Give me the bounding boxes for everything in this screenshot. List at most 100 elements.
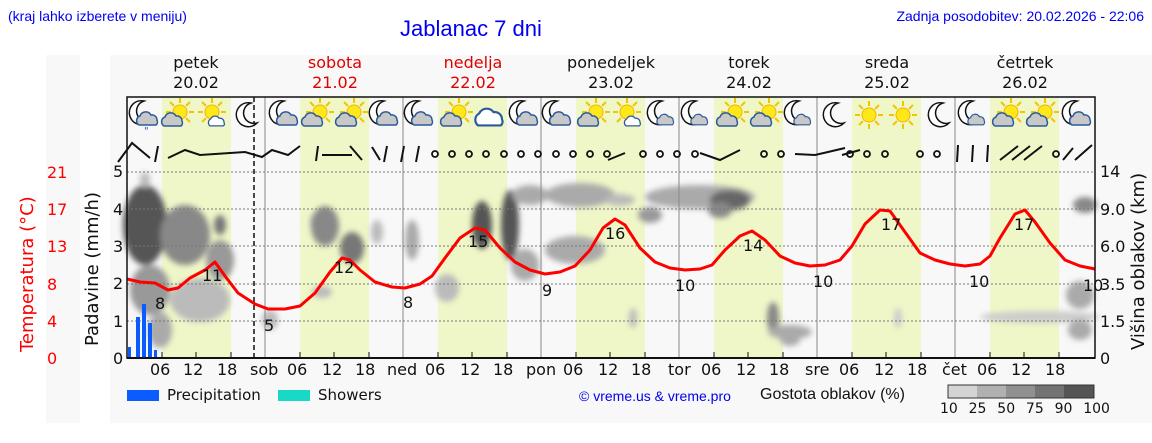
- x-tick: 18: [217, 360, 238, 379]
- density-tick: 10: [940, 401, 958, 417]
- cloud-density-scale: [947, 384, 1095, 399]
- weather-icons-row: ": [128, 97, 1092, 137]
- x-tick: čet: [942, 360, 967, 379]
- x-tick: 06: [977, 360, 998, 379]
- temp-label: 14: [743, 236, 764, 255]
- temp-label: 17: [881, 215, 902, 234]
- night-cloud-icon: [783, 99, 812, 126]
- showers-legend-label: Showers: [318, 386, 382, 404]
- temp-label: 11: [202, 266, 223, 285]
- day-header-mon: ponedeljek 23.02: [567, 53, 655, 92]
- cloud-density-ticks: 10 25 50 75 90 100: [940, 401, 1110, 417]
- sun-icon: [854, 100, 884, 130]
- temp-label: 10: [1083, 276, 1104, 295]
- temp-label: 16: [605, 224, 626, 243]
- precip-tick: 1: [113, 312, 124, 331]
- svg-text:": ": [144, 126, 149, 137]
- cloud-density-layer: [123, 172, 1100, 348]
- sun-cloud-icon: [612, 97, 642, 127]
- night-cloud-icon: [957, 99, 986, 126]
- copyright-link[interactable]: © vreme.us & vreme.pro: [579, 388, 731, 404]
- night-cloud-icon: [646, 99, 675, 126]
- cloud-density-title: Gostota oblakov (%): [760, 386, 905, 403]
- temp-axis-title: Temperatura (°C): [17, 196, 38, 352]
- last-update: Zadnja posodobitev: 20.02.2026 - 22:06: [896, 8, 1144, 24]
- density-tick: 50: [997, 401, 1016, 417]
- day-header-fri: petek 20.02: [173, 53, 219, 92]
- x-tick: 12: [1011, 360, 1032, 379]
- day-header-sat: sobota 21.02: [307, 53, 363, 92]
- cloud-height-tick: 1.5: [1100, 312, 1126, 331]
- cloud-height-tick: 9.0: [1100, 200, 1126, 219]
- x-tick: 06: [287, 360, 308, 379]
- night-cloud-icon: [508, 99, 539, 126]
- night-cloud-icon: [368, 99, 399, 126]
- temp-label: 12: [334, 258, 355, 277]
- night-cloud-icon: [268, 99, 299, 126]
- x-tick: 06: [150, 360, 171, 379]
- cloud-height-axis-title: Višina oblakov (km): [1128, 172, 1149, 350]
- precip-tick: 0: [113, 349, 124, 368]
- density-tick: 75: [1025, 401, 1044, 417]
- precip-tick: 2: [113, 274, 124, 293]
- x-tick: pon: [526, 360, 557, 379]
- page-title: Jablanac 7 dni: [400, 16, 542, 41]
- temp-label: 17: [1014, 215, 1035, 234]
- precip-axis-title: Padavine (mm/h): [82, 192, 103, 346]
- density-tick: 100: [1083, 401, 1110, 417]
- precipitation-legend-label: Precipitation: [167, 386, 261, 404]
- temp-label: 10: [969, 272, 990, 291]
- x-tick: 06: [839, 360, 860, 379]
- precipitation-swatch: [127, 390, 159, 401]
- hour-ticks: [161, 352, 1060, 358]
- cloud-height-tick: 0: [1100, 349, 1111, 368]
- temperature-line: [126, 208, 1096, 311]
- night-cloud-icon: [541, 99, 572, 126]
- temp-label: 9: [542, 281, 553, 300]
- density-tick: 25: [968, 401, 987, 417]
- temp-tick: 4: [47, 312, 58, 331]
- x-tick: 12: [598, 360, 619, 379]
- temp-tick: 13: [47, 237, 68, 256]
- gridlines: [127, 171, 1095, 322]
- sun-icon: [888, 100, 918, 130]
- precip-tick: 3: [113, 237, 124, 256]
- temp-label: 15: [468, 232, 489, 251]
- x-tick: 18: [355, 360, 376, 379]
- x-tick: 12: [736, 360, 757, 379]
- x-tick: 18: [907, 360, 928, 379]
- x-tick: sob: [250, 360, 279, 379]
- temp-tick: 0: [47, 349, 58, 368]
- x-tick: 06: [425, 360, 446, 379]
- x-tick: 06: [563, 360, 584, 379]
- showers-swatch: [278, 390, 310, 401]
- x-tick: 18: [631, 360, 652, 379]
- calm-wind-circles: [431, 150, 1060, 158]
- wind-barbs-row: [117, 141, 1093, 163]
- moon-icon: [927, 101, 950, 128]
- day-separators: [264, 97, 956, 358]
- density-tick: 90: [1054, 401, 1073, 417]
- cloud-height-tick: 14: [1100, 162, 1121, 181]
- day-header-thu: četrtek 26.02: [996, 53, 1054, 92]
- temp-label: 10: [813, 272, 834, 291]
- x-tick: 12: [460, 360, 481, 379]
- night-cloud-icon: [1061, 99, 1092, 126]
- night-cloud-icon: [680, 99, 709, 126]
- temp-label: 8: [155, 294, 166, 313]
- cloud-height-tick: 3.5: [1100, 275, 1126, 294]
- night-cloud-rain-icon: ": [128, 99, 159, 137]
- x-tick: 18: [769, 360, 790, 379]
- cloud-height-tick: 6.0: [1100, 237, 1126, 256]
- location-hint-link[interactable]: (kraj lahko izberete v meniju): [8, 8, 187, 24]
- temp-label: 8: [403, 293, 414, 312]
- temp-tick: 21: [47, 163, 68, 182]
- precipitation-bars: [128, 304, 157, 358]
- temp-label: 5: [264, 316, 275, 335]
- temp-label: 10: [675, 276, 696, 295]
- temp-axis-panel: [46, 55, 80, 423]
- x-tick: sre: [805, 360, 830, 379]
- x-tick: 12: [322, 360, 343, 379]
- x-tick: 12: [874, 360, 895, 379]
- temp-tick: 17: [47, 200, 68, 219]
